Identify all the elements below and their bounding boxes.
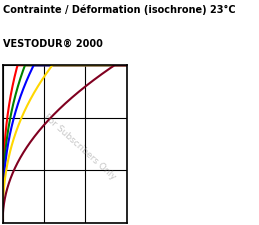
Text: For Subscribers Only: For Subscribers Only bbox=[42, 112, 117, 182]
Text: Contrainte / Déformation (isochrone) 23°C: Contrainte / Déformation (isochrone) 23°… bbox=[3, 4, 235, 15]
Text: VESTODUR® 2000: VESTODUR® 2000 bbox=[3, 38, 103, 48]
